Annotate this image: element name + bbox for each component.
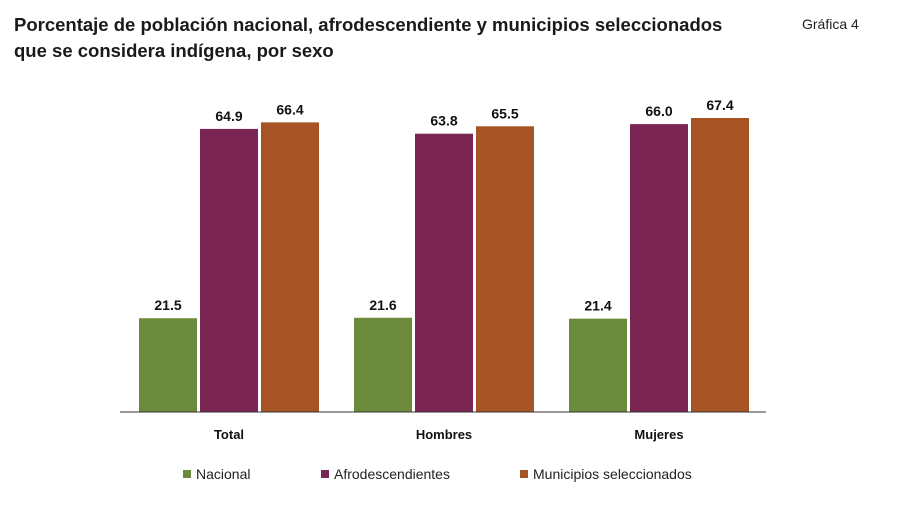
bar-hombres-0	[354, 317, 412, 412]
bar-mujeres-1	[630, 124, 688, 413]
data-label: 66.0	[645, 103, 672, 119]
legend-swatch	[183, 470, 191, 478]
bar-mujeres-0	[569, 318, 627, 412]
x-tick-label: Mujeres	[634, 427, 683, 442]
data-label: 66.4	[276, 101, 303, 117]
legend-item: Nacional	[183, 466, 250, 482]
chart-title: Porcentaje de población nacional, afrode…	[14, 12, 774, 64]
legend-swatch	[520, 470, 528, 478]
data-label: 67.4	[706, 97, 733, 113]
chart-title-line-2: que se considera indígena, por sexo	[14, 40, 334, 61]
figure-number: Gráfica 4	[802, 16, 859, 32]
data-label: 21.6	[369, 297, 396, 313]
legend-item: Municipios seleccionados	[520, 466, 692, 482]
x-tick-label: Hombres	[416, 427, 472, 442]
bar-hombres-1	[415, 133, 473, 413]
legend-label: Afrodescendientes	[334, 466, 450, 482]
bar-total-1	[200, 128, 258, 413]
data-label: 21.4	[584, 298, 611, 314]
bar-total-0	[139, 318, 197, 412]
data-label: 21.5	[154, 297, 181, 313]
legend-label: Nacional	[196, 466, 251, 482]
data-label: 64.9	[215, 108, 242, 124]
x-tick-label: Total	[214, 427, 244, 442]
bar-total-2	[261, 122, 319, 413]
bar-hombres-2	[476, 126, 534, 412]
bar-mujeres-2	[691, 118, 749, 412]
chart-legend: Nacional Afrodescendientes Municipios sele…	[0, 466, 921, 486]
chart-title-line-1: Porcentaje de población nacional, afrode…	[14, 14, 723, 35]
legend-label: Municipios seleccionados	[533, 466, 692, 482]
data-label: 63.8	[430, 113, 457, 129]
data-label: 65.5	[491, 105, 518, 121]
legend-item: Afrodescendientes	[321, 466, 450, 482]
legend-swatch	[321, 470, 329, 478]
